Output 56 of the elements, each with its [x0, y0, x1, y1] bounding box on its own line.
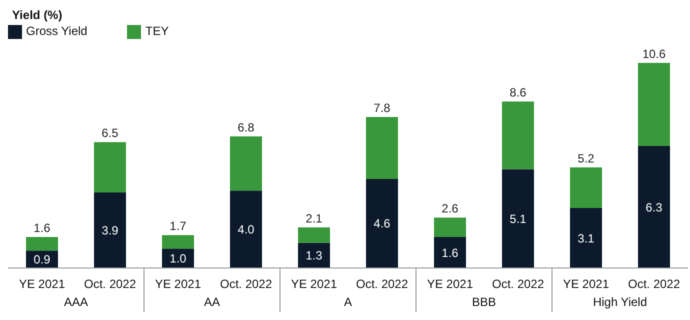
bar	[366, 178, 398, 268]
bar	[502, 169, 534, 268]
bar	[434, 218, 466, 238]
y-axis-title: Yield (%)	[12, 8, 62, 22]
bar	[26, 237, 58, 251]
text: AAA	[64, 295, 88, 309]
total-label: 2.6	[442, 202, 459, 216]
total-label: 6.8	[238, 120, 255, 134]
data-label: 1.6	[442, 246, 459, 260]
text: BBB	[472, 295, 496, 309]
x-tick-label: YE 2021	[18, 277, 66, 291]
bar	[94, 192, 126, 268]
bar	[162, 235, 194, 249]
x-tick-label: Oct. 2022	[628, 277, 680, 291]
data-label: 6.3	[646, 200, 663, 214]
bar	[638, 146, 670, 268]
bar	[94, 142, 126, 193]
bar	[366, 117, 398, 179]
legend-label: TEY	[145, 24, 169, 38]
bar	[230, 136, 262, 191]
bar	[298, 227, 330, 243]
x-tick-label: YE 2021	[290, 277, 338, 291]
x-tick-label: Oct. 2022	[84, 277, 136, 291]
data-label: 3.9	[102, 224, 119, 238]
total-label: 1.6	[34, 221, 51, 236]
bar	[570, 208, 602, 268]
data-label: 4.0	[238, 222, 255, 237]
total-label: 2.1	[306, 211, 323, 226]
data-label: 1.3	[306, 248, 323, 263]
legend-label: Gross Yield	[26, 24, 88, 38]
x-tick-label: YE 2021	[426, 277, 474, 291]
total-label: 10.6	[642, 46, 666, 61]
bar	[502, 102, 534, 170]
data-label: 3.1	[578, 231, 595, 246]
total-label: 1.7	[170, 219, 187, 234]
total-label: 6.5	[102, 126, 119, 140]
text: High Yield	[592, 295, 648, 309]
x-tick-label: YE 2021	[154, 277, 202, 291]
x-tick-label: YE 2021	[562, 277, 610, 291]
bar	[298, 242, 330, 268]
bar	[434, 237, 466, 268]
data-label: 5.1	[510, 212, 527, 226]
x-tick-label: Oct. 2022	[356, 277, 408, 291]
x-tick-label: Oct. 2022	[220, 277, 272, 291]
bar	[230, 190, 262, 268]
bar	[638, 62, 670, 146]
bar	[570, 167, 602, 208]
total-label: 7.8	[374, 101, 391, 116]
data-label: 0.9	[34, 252, 51, 267]
total-label: 5.2	[578, 151, 595, 166]
text: A	[344, 295, 352, 309]
text: AA	[204, 295, 220, 309]
x-tick-label: Oct. 2022	[492, 277, 544, 291]
data-label: 4.6	[374, 216, 391, 231]
data-label: 1.0	[170, 252, 187, 266]
total-label: 8.6	[510, 86, 527, 100]
